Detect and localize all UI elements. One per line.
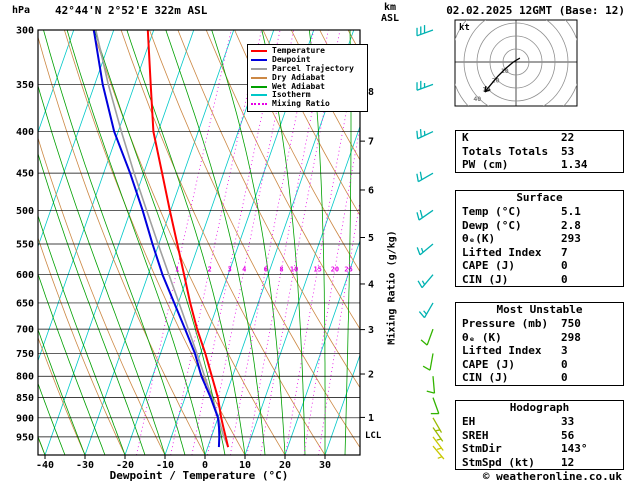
legend-item: Mixing Ratio [251, 100, 364, 109]
legend-item: Dewpoint [251, 56, 364, 65]
parcel-trajectory-curve [95, 30, 229, 448]
altitude-tick-label: 6 [368, 185, 374, 196]
hodograph-ring-label: 10 [501, 67, 509, 75]
chart-legend: Temperature Dewpoint Parcel Trajectory Dry … [247, 44, 368, 112]
mixing-ratio-value-label: 4 [242, 266, 246, 274]
altitude-axis-label-asl: ASL [380, 13, 400, 24]
pressure-tick-label: 850 [16, 393, 34, 404]
hodograph-unit-label: kt [459, 23, 470, 33]
plot-border [37, 29, 361, 456]
legend-swatch [251, 103, 267, 106]
hodograph-trace [484, 57, 521, 93]
pressure-tick-label: 900 [16, 413, 34, 424]
hodograph-ring-label: 40 [473, 95, 481, 103]
pressure-tick-label: 750 [16, 349, 34, 360]
legend-item: Wet Adiabat [251, 82, 364, 91]
mixing-ratio-axis-label: Mixing Ratio (g/kg) [386, 230, 398, 345]
pressure-tick-label: 500 [16, 206, 34, 217]
mixing-ratio-value-label: 2 [207, 266, 211, 274]
mixing-ratio-value-label: 8 [279, 266, 283, 274]
temperature-tick-label: 20 [279, 460, 291, 471]
legend-label: Temperature [272, 46, 325, 56]
pressure-tick-label: 350 [16, 80, 34, 91]
temperature-tick-label: 30 [319, 460, 331, 471]
temperature-tick-label: -40 [36, 460, 54, 471]
legend-item: Parcel Trajectory [251, 63, 364, 74]
altitude-tick-label: 2 [368, 370, 374, 381]
pressure-tick-label: 550 [16, 239, 34, 250]
legend-swatch [251, 50, 267, 53]
datetime-label: 02.02.2025 12GMT (Base: 12) [446, 4, 625, 17]
legend-label: Mixing Ratio [272, 99, 330, 109]
legend-swatch [251, 85, 267, 88]
temperature-tick-label: -30 [76, 460, 94, 471]
wind-barb-column [416, 25, 445, 460]
legend-swatch [251, 67, 267, 70]
pressure-tick-label: 450 [16, 169, 34, 180]
mixing-ratio-value-label: 20 [331, 266, 339, 274]
altitude-tick-label: 4 [368, 279, 374, 290]
pressure-tick-label: 700 [16, 325, 34, 336]
pressure-axis-unit: hPa [12, 5, 31, 16]
pressure-tick-label: 650 [16, 298, 34, 309]
temperature-axis-label: Dewpoint / Temperature (°C) [109, 469, 289, 482]
altitude-tick-label: 8 [368, 87, 374, 98]
legend-label: Isotherm [272, 90, 311, 100]
mixing-ratio-value-label: 15 [313, 266, 321, 274]
temperature-tick-label: 10 [239, 460, 251, 471]
altitude-tick-label: 7 [368, 137, 374, 148]
pressure-tick-label: 400 [16, 127, 34, 138]
temperature-tick-label: -20 [116, 460, 134, 471]
pressure-tick-label: 600 [16, 270, 34, 281]
copyright-label: © weatheronline.co.uk [482, 470, 622, 483]
legend-swatch [251, 94, 267, 97]
altitude-axis-label: km ASL [374, 2, 406, 24]
temperature-tick-label: -10 [156, 460, 174, 471]
legend-swatch [251, 59, 267, 62]
altitude-tick-label: 1 [368, 413, 374, 424]
altitude-tick-label: 3 [368, 325, 374, 336]
mixing-ratio-value-label: 1 [175, 266, 179, 274]
pressure-tick-label: 800 [16, 372, 34, 383]
legend-item: Isotherm [251, 91, 364, 100]
sounding-curves [92, 30, 230, 448]
mixing-ratio-value-label: 3 [227, 266, 231, 274]
mixing-ratio-value-label: 6 [264, 266, 268, 274]
station-title: 42°44'N 2°52'E 322m ASL [55, 4, 208, 17]
legend-label: Parcel Trajectory [272, 63, 354, 73]
altitude-tick-label: 5 [368, 233, 374, 244]
pressure-tick-label: 300 [16, 26, 34, 37]
legend-label: Wet Adiabat [272, 81, 325, 91]
temperature-tick-label: 0 [202, 460, 208, 471]
mixing-ratio-value-label: 25 [344, 266, 352, 274]
legend-item: Dry Adiabat [251, 73, 364, 82]
pressure-tick-label: 950 [16, 432, 34, 443]
legend-label: Dry Adiabat [272, 72, 325, 82]
temperature-curve [146, 30, 230, 448]
legend-item: Temperature [251, 47, 364, 56]
legend-label: Dewpoint [272, 55, 311, 65]
mixing-ratio-value-label: 10 [290, 266, 298, 274]
lcl-label: LCL [365, 431, 382, 441]
altitude-axis-ticks: 1 2 3 4 5 6 7 8 LCL [360, 87, 382, 441]
dewpoint-curve [92, 30, 221, 448]
temperature-axis-ticks: -40 -30 -20 -10 0 10 20 30 [36, 455, 331, 471]
legend-swatch [251, 76, 267, 79]
hodograph-ring-label: 20 [492, 76, 500, 84]
altitude-axis-label-km: km [383, 2, 397, 13]
